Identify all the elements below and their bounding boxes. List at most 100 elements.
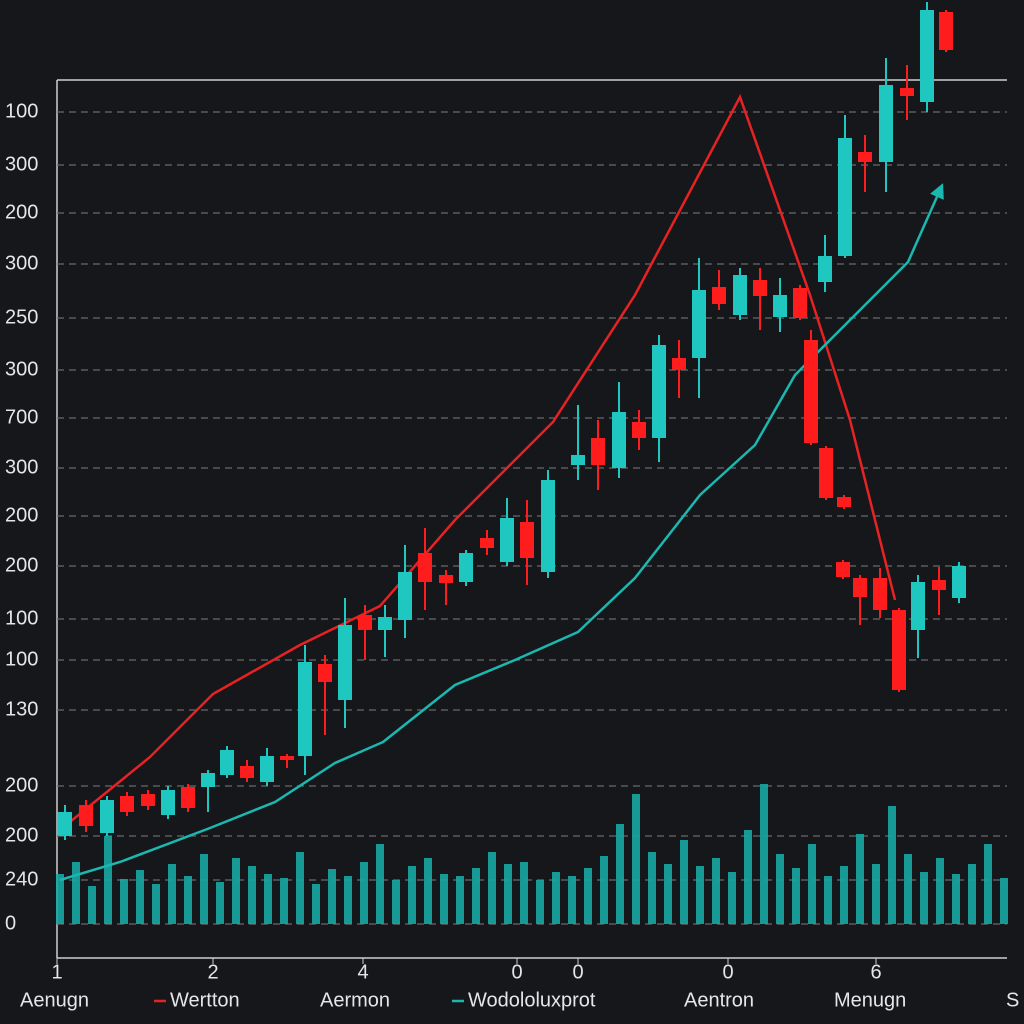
volume-bar [296,852,304,924]
candle-body [892,610,906,690]
candle-body [804,340,818,443]
volume-bar [696,866,704,924]
candle-body [120,796,134,812]
volume-bar [104,836,112,924]
volume-bar [568,876,576,924]
candle-body [541,480,555,572]
y-tick-label: 300 [5,153,38,175]
volume-bar [888,806,896,924]
candle-body [520,522,534,558]
volume-bar [360,862,368,924]
volume-bar [936,858,944,924]
candle-body [398,572,412,620]
volume-bar [120,879,128,924]
candle-body [58,812,72,836]
footer-label: S [1006,989,1019,1011]
candle-body [240,766,254,778]
y-tick-label: 300 [5,456,38,478]
volume-bar [216,882,224,924]
candle-body [920,10,934,102]
volume-bar [664,864,672,924]
volume-bar [184,876,192,924]
candle-body [141,794,155,806]
volume-bar [840,866,848,924]
candle-body [318,664,332,682]
volume-bar [504,864,512,924]
candle-body [900,88,914,96]
volume-bar [808,844,816,924]
x-tick-label: 2 [207,961,218,983]
candle-body [836,562,850,577]
candle-body [201,773,215,787]
candle-body [858,152,872,162]
volume-bar [872,864,880,924]
candle-body [819,448,833,498]
candle-body [672,358,686,370]
volume-bar [232,858,240,924]
candle-body [911,582,925,630]
candle-body [220,750,234,775]
y-tick-label: 700 [5,406,38,428]
footer-label: Aermon [320,989,390,1011]
volume-bar [168,864,176,924]
volume-bar [856,834,864,924]
y-tick-label: 300 [5,358,38,380]
volume-bar [408,866,416,924]
candle-body [853,578,867,597]
volume-bar [968,864,976,924]
candle-body [378,617,392,630]
y-tick-label: 240 [5,868,38,890]
y-tick-label: 200 [5,554,38,576]
x-tick-label: 1 [51,961,62,983]
y-tick-label: 200 [5,201,38,223]
candle-body [939,12,953,50]
x-tick-label: 4 [357,961,368,983]
x-tick-label: 0 [572,961,583,983]
volume-bar [440,874,448,924]
volume-bar [824,876,832,924]
candle-body [439,575,453,583]
volume-bar [600,856,608,924]
volume-bar [88,886,96,924]
x-tick-label: 0 [722,961,733,983]
volume-bar [376,844,384,924]
candle-body [712,287,726,304]
volume-bar [456,876,464,924]
y-tick-label: 200 [5,824,38,846]
candle-body [280,756,294,760]
candle-body [652,345,666,438]
volume-bar [632,794,640,924]
candle-body [79,805,93,826]
volume-bar [952,874,960,924]
candle-body [879,85,893,162]
candle-body [500,518,514,562]
volume-bar [712,858,720,924]
volume-bar [328,869,336,924]
x-tick-label: 6 [870,961,881,983]
volume-bar [200,854,208,924]
candle-body [773,295,787,317]
volume-bar [520,862,528,924]
candle-body [838,138,852,256]
y-tick-label: 100 [5,648,38,670]
footer-label: Aentron [684,989,754,1011]
volume-bar [488,852,496,924]
y-tick-label: 250 [5,306,38,328]
footer-label: Aenugn [20,989,89,1011]
legend-label: Wodololuxprot [468,989,596,1011]
y-tick-label: 0 [5,912,16,934]
candle-body [818,256,832,282]
volume-bar [552,872,560,924]
candle-body [612,412,626,468]
candle-body [260,756,274,782]
y-tick-label: 200 [5,774,38,796]
x-tick-label: 0 [511,961,522,983]
candle-body [338,625,352,700]
volume-bar [264,874,272,924]
volume-bar [392,880,400,924]
volume-bar [312,884,320,924]
volume-bar [792,868,800,924]
candle-body [459,553,473,582]
candle-body [692,290,706,358]
